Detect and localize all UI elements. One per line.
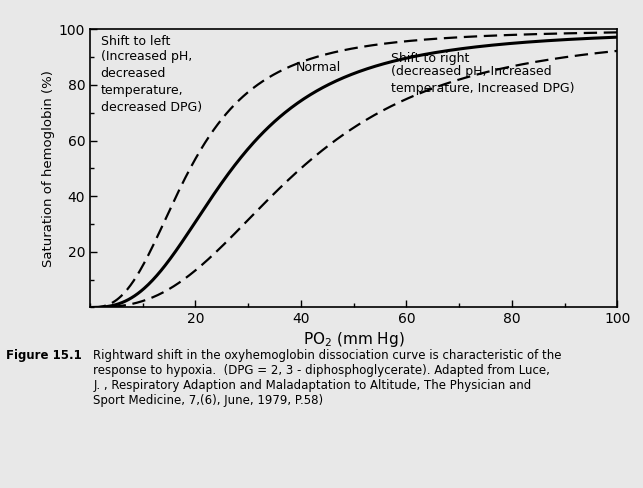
Y-axis label: Saturation of hemoglobin (%): Saturation of hemoglobin (%) <box>42 70 55 267</box>
Text: Figure 15.1: Figure 15.1 <box>6 349 91 362</box>
Text: Normal: Normal <box>296 61 341 74</box>
Text: (Increased pH,
decreased
temperature,
decreased DPG): (Increased pH, decreased temperature, de… <box>100 50 202 114</box>
Text: Shift to right: Shift to right <box>390 52 469 64</box>
X-axis label: PO$_2$ (mm Hg): PO$_2$ (mm Hg) <box>303 330 404 349</box>
Text: (decreased pH, Increased
temperature, Increased DPG): (decreased pH, Increased temperature, In… <box>390 65 574 96</box>
Text: Rightward shift in the oxyhemoglobin dissociation curve is characteristic of the: Rightward shift in the oxyhemoglobin dis… <box>93 349 562 407</box>
Text: Shift to left: Shift to left <box>100 35 170 48</box>
